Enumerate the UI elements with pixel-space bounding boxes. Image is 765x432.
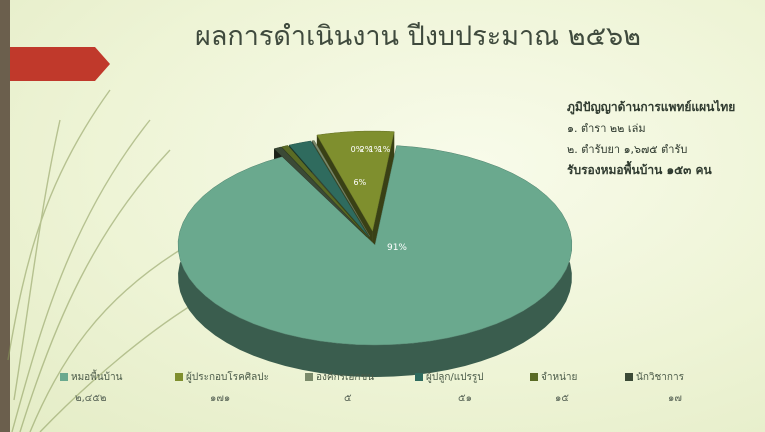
legend-label: หมอพื้นบ้าน bbox=[71, 372, 123, 383]
legend-label: จำหน่าย bbox=[541, 372, 578, 383]
pie-slice-wall-1-1 bbox=[372, 131, 395, 264]
legend-count: ๑๗๑ bbox=[210, 393, 231, 404]
pie-slice-4 bbox=[281, 145, 368, 237]
pie-slice-2 bbox=[311, 140, 371, 237]
legend-count: ๑๕ bbox=[555, 393, 569, 404]
pie-percent-label-5: 1% bbox=[378, 145, 391, 154]
legend-swatch bbox=[60, 373, 68, 381]
pie-percent-label-2: 0% bbox=[351, 145, 364, 154]
legend-count: ๒,๔๕๒ bbox=[75, 393, 107, 404]
page-title: ผลการดำเนินงาน ปีงบประมาณ ๒๕๖๒ bbox=[195, 21, 641, 52]
pie-labels: 91%1%1%2%0%6% bbox=[351, 145, 408, 253]
pie-percent-label-3: 2% bbox=[360, 145, 373, 154]
pie-slice-5 bbox=[273, 146, 367, 238]
pie-slice-3 bbox=[288, 140, 369, 237]
legend-label: นักวิชาการ bbox=[636, 372, 684, 383]
legend-item-private-org: องค์กรเอกชน bbox=[305, 370, 374, 385]
info-item-recipes: ๒. ตำรับยา ๑,๖๗๕ ตำรับ bbox=[567, 143, 688, 156]
info-panel: ภูมิปัญญาด้านการแพทย์แผนไทย ๑. ตำรา ๒๒ เ… bbox=[567, 97, 735, 181]
legend-swatch bbox=[625, 373, 633, 381]
legend-count: ๕๑ bbox=[458, 393, 472, 404]
legend-label: ผู้ปลูก/แปรรูป bbox=[426, 372, 484, 383]
legend-item-practitioner: ผู้ประกอบโรคศิลปะ bbox=[175, 370, 269, 385]
legend-item-folk-healer: หมอพื้นบ้าน bbox=[60, 370, 122, 385]
legend-count: ๑๗ bbox=[668, 393, 682, 404]
legend-swatch bbox=[175, 373, 183, 381]
pie-slice-0 bbox=[177, 145, 573, 346]
pie-percent-label-4: 1% bbox=[369, 145, 382, 154]
legend-item-academic: นักวิชาการ bbox=[625, 370, 684, 385]
legend-swatch bbox=[530, 373, 538, 381]
pie-percent-label-0: 91% bbox=[387, 243, 407, 253]
pie-tops bbox=[177, 130, 573, 346]
info-item-texts: ๑. ตำรา ๒๒ เล่ม bbox=[567, 122, 646, 135]
legend-label: องค์กรเอกชน bbox=[316, 372, 375, 383]
legend-label: ผู้ประกอบโรคศิลปะ bbox=[186, 372, 269, 383]
legend-swatch bbox=[415, 373, 423, 381]
left-accent-strip bbox=[0, 0, 10, 432]
legend-item-seller: จำหน่าย bbox=[530, 370, 577, 385]
legend-swatch bbox=[305, 373, 313, 381]
pie-percent-label-1: 6% bbox=[354, 178, 367, 187]
info-heading: ภูมิปัญญาด้านการแพทย์แผนไทย bbox=[567, 100, 736, 114]
legend-item-grower: ผู้ปลูก/แปรรูป bbox=[415, 370, 484, 385]
legend-count: ๕ bbox=[344, 393, 352, 404]
info-certified: รับรองหมอพื้นบ้าน ๑๕๓ คน bbox=[567, 163, 712, 177]
red-title-tab bbox=[10, 47, 110, 81]
pie-slice-1 bbox=[316, 130, 395, 232]
